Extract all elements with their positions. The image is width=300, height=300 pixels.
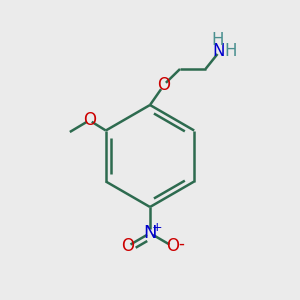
Text: O: O (83, 111, 96, 129)
Text: O: O (157, 76, 170, 94)
Text: O: O (121, 237, 134, 255)
Text: -: - (178, 235, 184, 253)
Text: H: H (211, 31, 224, 49)
Text: N: N (213, 42, 225, 60)
Text: O: O (166, 237, 179, 255)
Text: +: + (152, 221, 163, 234)
Text: H: H (224, 42, 237, 60)
Text: N: N (143, 224, 157, 242)
